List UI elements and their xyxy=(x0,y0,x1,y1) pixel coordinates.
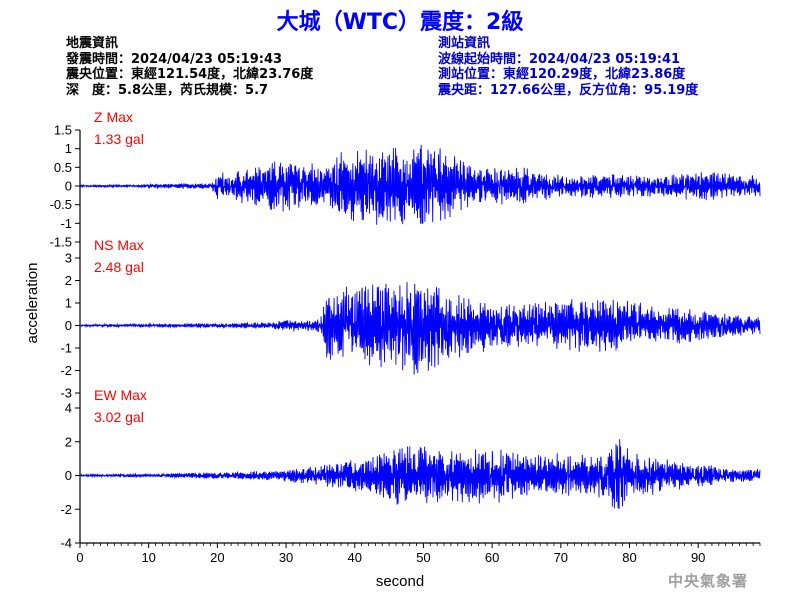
x-tick-label: 70 xyxy=(554,550,568,565)
z-ytick-label: -1.5 xyxy=(50,235,72,250)
z-max-label: Z Max xyxy=(94,109,133,125)
x-tick-label: 50 xyxy=(416,550,430,565)
x-axis-label: second xyxy=(376,573,424,590)
ns-waveform-line xyxy=(79,281,761,375)
ns-ytick-label: 1 xyxy=(65,296,72,311)
depth-magnitude: 深 度：5.8公里，芮氏規模：5.7 xyxy=(66,82,269,98)
x-tick-label: 0 xyxy=(76,550,83,565)
station-info: 測站資訊 波線起始時間：2024/04/23 05:19:41 測站位置：東經1… xyxy=(438,36,698,98)
z-max-value: 1.33 gal xyxy=(94,131,144,147)
x-tick-label: 80 xyxy=(622,550,636,565)
y-axis-label: acceleration xyxy=(24,263,41,344)
ew-ytick-label: 4 xyxy=(65,401,72,416)
epicenter-location: 震央位置：東經121.54度，北緯23.76度 xyxy=(66,67,314,82)
x-tick-label: 60 xyxy=(485,550,499,565)
ew-max-value: 3.02 gal xyxy=(94,409,144,425)
ns-ytick-label: 0 xyxy=(65,318,72,333)
z-ytick-label: 1 xyxy=(65,141,72,156)
z-waveform-line xyxy=(79,144,761,225)
chart-title: 大城（WTC）震度：2級 xyxy=(276,10,524,35)
z-ytick-label: -1 xyxy=(60,216,72,231)
ns-ytick-label: 2 xyxy=(65,273,72,288)
z-ytick-label: -0.5 xyxy=(50,197,72,212)
ns-ytick-label: -1 xyxy=(60,341,72,356)
ns-max-label: NS Max xyxy=(94,237,144,253)
earthquake-info: 地震資訊 發震時間：2024/04/23 05:19:43 震央位置：東經121… xyxy=(66,36,313,98)
ns-max-value: 2.48 gal xyxy=(94,259,144,275)
station-info-heading: 測站資訊 xyxy=(438,36,491,51)
ew-max-label: EW Max xyxy=(94,387,147,403)
station-location: 測站位置：東經120.29度，北緯23.86度 xyxy=(438,67,686,82)
x-tick-label: 40 xyxy=(348,550,362,565)
x-tick-label: 20 xyxy=(210,550,224,565)
ew-ytick-label: 2 xyxy=(65,434,72,449)
ns-ytick-label: -3 xyxy=(60,386,72,401)
wave-start-time: 波線起始時間：2024/04/23 05:19:41 xyxy=(438,51,681,67)
z-ytick-label: 1.5 xyxy=(54,123,72,138)
ew-ytick-label: -4 xyxy=(60,536,72,551)
x-tick-label: 10 xyxy=(141,550,155,565)
agency-logo-text: 中央氣象署 xyxy=(667,572,748,590)
ew-ytick-label: -2 xyxy=(60,502,72,517)
earthquake-info-heading: 地震資訊 xyxy=(66,36,119,51)
origin-time: 發震時間：2024/04/23 05:19:43 xyxy=(66,51,283,67)
x-tick-label: 90 xyxy=(691,550,705,565)
x-tick-label: 30 xyxy=(279,550,293,565)
ns-ytick-label: -2 xyxy=(60,363,72,378)
z-ytick-label: 0 xyxy=(65,179,72,194)
ew-waveform-line xyxy=(79,439,761,510)
ns-ytick-label: 3 xyxy=(65,251,72,266)
epicentral-distance: 震央距：127.66公里，反方位角：95.19度 xyxy=(438,82,699,98)
ew-ytick-label: 0 xyxy=(65,468,72,483)
z-ytick-label: 0.5 xyxy=(54,160,72,175)
